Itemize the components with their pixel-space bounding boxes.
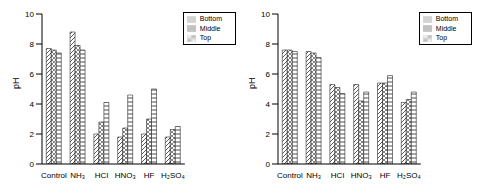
svg-text:HNO₃: HNO₃ xyxy=(351,171,372,180)
svg-text:HF: HF xyxy=(380,171,391,180)
svg-text:NH₃: NH₃ xyxy=(306,171,321,180)
svg-text:HCl: HCl xyxy=(95,171,109,180)
html-text:Top: Top xyxy=(435,34,448,42)
html-text:Middle: Middle xyxy=(435,24,457,32)
svg-text:0: 0 xyxy=(30,160,35,169)
svg-text:10: 10 xyxy=(261,10,270,19)
svg-text:H₂SO₄: H₂SO₄ xyxy=(397,171,421,180)
html-text:Top: Top xyxy=(199,34,212,42)
svg-text:HCl: HCl xyxy=(331,171,345,180)
svg-text:10: 10 xyxy=(25,10,34,19)
svg-text:NH₃: NH₃ xyxy=(70,171,85,180)
svg-text:pH: pH xyxy=(247,77,257,89)
svg-text:Control: Control xyxy=(41,171,67,180)
svg-text:2: 2 xyxy=(30,130,35,139)
svg-text:4: 4 xyxy=(30,100,35,109)
svg-text:6: 6 xyxy=(30,70,35,79)
svg-text:2: 2 xyxy=(266,130,271,139)
html-text:Bottom: Bottom xyxy=(199,15,222,22)
svg-text:pH: pH xyxy=(11,77,21,89)
svg-text:8: 8 xyxy=(266,40,271,49)
svg-text:HF: HF xyxy=(144,171,155,180)
svg-text:4: 4 xyxy=(266,100,271,109)
svg-text:0: 0 xyxy=(266,160,271,169)
html-text:Bottom: Bottom xyxy=(435,15,458,22)
svg-text:8: 8 xyxy=(30,40,35,49)
svg-text:HNO₃: HNO₃ xyxy=(115,171,136,180)
svg-text:H₂SO₄: H₂SO₄ xyxy=(161,171,185,180)
svg-text:6: 6 xyxy=(266,70,271,79)
svg-text:Control: Control xyxy=(277,171,303,180)
html-text:Middle: Middle xyxy=(199,24,221,32)
